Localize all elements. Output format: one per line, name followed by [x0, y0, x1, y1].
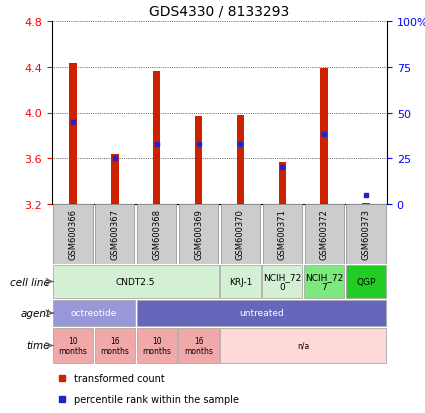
- FancyBboxPatch shape: [220, 266, 261, 298]
- Text: octreotide: octreotide: [71, 309, 117, 318]
- Text: GSM600367: GSM600367: [110, 209, 119, 260]
- Text: agent: agent: [20, 308, 50, 318]
- Text: GSM600368: GSM600368: [152, 209, 161, 260]
- Text: GSM600370: GSM600370: [236, 209, 245, 260]
- Text: 16
months: 16 months: [184, 336, 213, 355]
- Bar: [153, 72, 161, 204]
- Bar: [237, 116, 244, 204]
- FancyBboxPatch shape: [346, 266, 386, 298]
- Text: cell line: cell line: [11, 277, 50, 287]
- Bar: [195, 116, 202, 204]
- Text: 10
months: 10 months: [142, 336, 171, 355]
- Text: QGP: QGP: [357, 277, 376, 286]
- FancyBboxPatch shape: [136, 329, 177, 363]
- Text: 10
months: 10 months: [59, 336, 88, 355]
- Title: GDS4330 / 8133293: GDS4330 / 8133293: [149, 4, 289, 18]
- FancyBboxPatch shape: [346, 204, 386, 264]
- Text: untreated: untreated: [239, 309, 284, 318]
- FancyBboxPatch shape: [179, 204, 218, 264]
- FancyBboxPatch shape: [53, 329, 93, 363]
- Text: transformed count: transformed count: [74, 373, 164, 383]
- Bar: [320, 69, 328, 204]
- Text: n/a: n/a: [297, 341, 309, 350]
- Text: CNDT2.5: CNDT2.5: [116, 277, 156, 286]
- Text: NCIH_72
7: NCIH_72 7: [305, 272, 343, 292]
- Text: 16
months: 16 months: [100, 336, 129, 355]
- Text: GSM600372: GSM600372: [320, 209, 329, 260]
- Text: GSM600366: GSM600366: [68, 209, 77, 260]
- FancyBboxPatch shape: [178, 329, 218, 363]
- FancyBboxPatch shape: [136, 300, 386, 326]
- Bar: [362, 203, 370, 204]
- Text: time: time: [27, 341, 50, 351]
- FancyBboxPatch shape: [53, 204, 93, 264]
- FancyBboxPatch shape: [262, 266, 303, 298]
- Text: GSM600373: GSM600373: [362, 209, 371, 260]
- FancyBboxPatch shape: [304, 266, 344, 298]
- FancyBboxPatch shape: [220, 329, 386, 363]
- Text: KRJ-1: KRJ-1: [229, 277, 252, 286]
- Text: percentile rank within the sample: percentile rank within the sample: [74, 394, 239, 404]
- Text: GSM600371: GSM600371: [278, 209, 287, 260]
- FancyBboxPatch shape: [95, 329, 135, 363]
- Bar: [278, 162, 286, 204]
- FancyBboxPatch shape: [53, 300, 135, 326]
- Bar: [111, 154, 119, 204]
- Text: GSM600369: GSM600369: [194, 209, 203, 260]
- FancyBboxPatch shape: [137, 204, 176, 264]
- Text: NCIH_72
0: NCIH_72 0: [263, 272, 301, 292]
- FancyBboxPatch shape: [95, 204, 134, 264]
- FancyBboxPatch shape: [53, 266, 218, 298]
- FancyBboxPatch shape: [304, 204, 344, 264]
- Bar: [69, 64, 76, 204]
- FancyBboxPatch shape: [263, 204, 302, 264]
- FancyBboxPatch shape: [221, 204, 260, 264]
